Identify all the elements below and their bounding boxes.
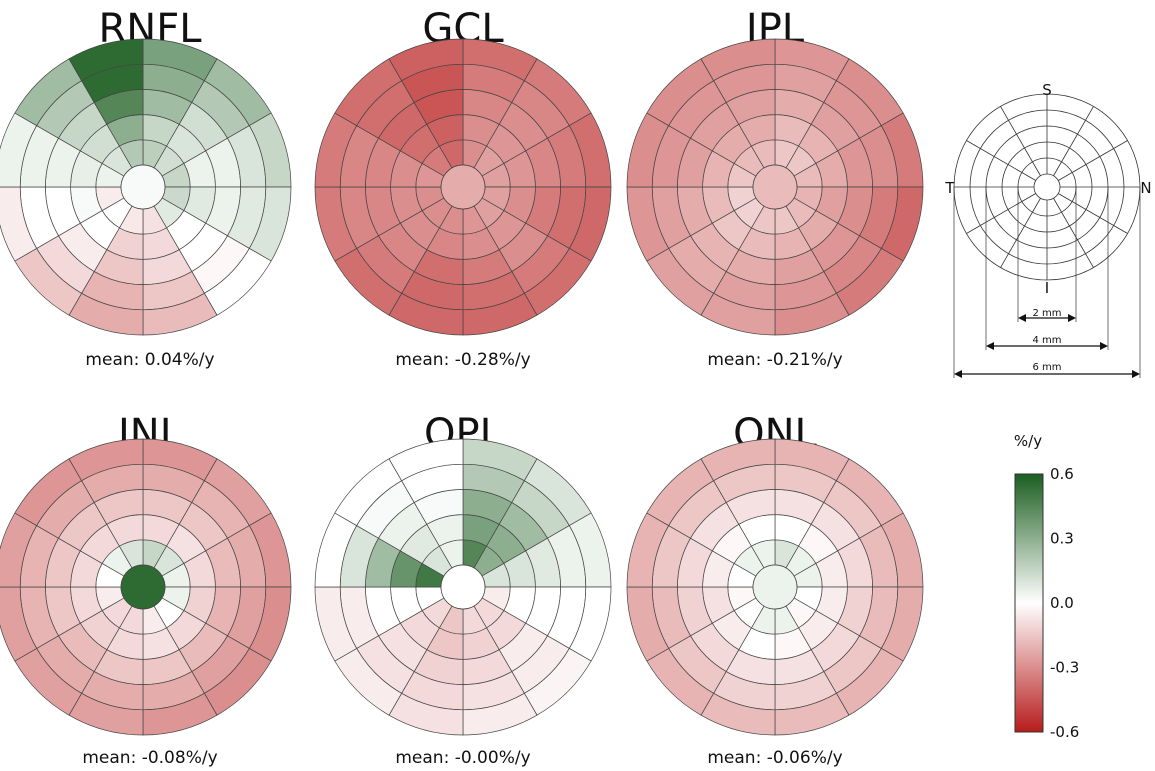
- schematic-spoke: [1058, 140, 1128, 181]
- schematic-spoke: [1000, 106, 1041, 176]
- map-center: [752, 564, 798, 610]
- schematic-spoke: [1053, 106, 1094, 176]
- arrowhead: [1132, 370, 1140, 378]
- map-sector: [388, 438, 464, 482]
- colorbar-tick-label: 0.3: [1050, 530, 1074, 548]
- colorbar-tick-label: 0.6: [1050, 465, 1074, 483]
- map-center: [120, 164, 166, 210]
- map-rnfl: [0, 38, 292, 336]
- grid-schematic: [953, 93, 1141, 378]
- mean-label-opl: mean: -0.00%/y: [395, 748, 530, 768]
- map-center: [120, 564, 166, 610]
- measure-4mm: 4 mm: [1032, 335, 1061, 346]
- schematic-spoke: [1000, 198, 1041, 268]
- map-center: [752, 164, 798, 210]
- label-inferior: I: [1045, 279, 1049, 297]
- map-opl: [314, 438, 612, 736]
- schematic-ring: [1033, 173, 1061, 201]
- label-nasal: N: [1140, 179, 1151, 197]
- map-ipl: [626, 38, 924, 336]
- map-center: [440, 564, 486, 610]
- map-sector: [68, 38, 144, 82]
- measure-2mm: 2 mm: [1032, 308, 1061, 319]
- schematic-spoke: [1058, 193, 1128, 234]
- arrowhead: [954, 370, 962, 378]
- arrowhead: [1068, 314, 1076, 322]
- schematic-spoke: [966, 140, 1036, 181]
- arrowhead: [986, 342, 994, 350]
- colorbar-tick-label: -0.6: [1050, 723, 1079, 741]
- map-sector: [700, 438, 776, 482]
- mean-label-gcl: mean: -0.28%/y: [395, 350, 530, 370]
- colorbar-title: %/y: [1014, 432, 1042, 450]
- label-temporal: T: [944, 179, 955, 197]
- schematic-spoke: [1053, 198, 1094, 268]
- colorbar-tick-label: -0.3: [1050, 659, 1079, 677]
- map-inl: [0, 438, 292, 736]
- mean-label-onl: mean: -0.06%/y: [707, 748, 842, 768]
- mean-label-ipl: mean: -0.21%/y: [707, 350, 842, 370]
- measure-6mm: 6 mm: [1032, 362, 1061, 373]
- map-gcl: [314, 38, 612, 336]
- arrowhead: [1100, 342, 1108, 350]
- colorbar: [1014, 473, 1044, 733]
- label-superior: S: [1042, 81, 1052, 99]
- map-sector: [700, 38, 776, 82]
- mean-label-rnfl: mean: 0.04%/y: [85, 350, 214, 370]
- map-sector: [388, 38, 464, 82]
- map-onl: [626, 438, 924, 736]
- colorbar-ticks: 0.6 0.3 0.0 -0.3 -0.6: [1050, 465, 1079, 741]
- mean-label-inl: mean: -0.08%/y: [82, 748, 217, 768]
- map-sector: [68, 438, 144, 482]
- map-center: [440, 164, 486, 210]
- colorbar-tick-label: 0.0: [1050, 594, 1074, 612]
- schematic-spoke: [966, 193, 1036, 234]
- arrowhead: [1018, 314, 1026, 322]
